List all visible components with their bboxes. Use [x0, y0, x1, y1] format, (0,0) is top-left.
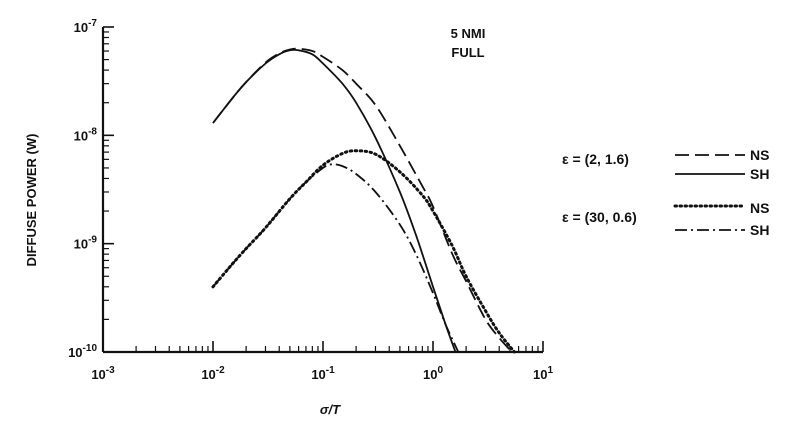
- y-tick-exponent: -9: [88, 235, 97, 246]
- y-tick-label: 10-9: [74, 235, 98, 252]
- x-axis-label: σ/T: [320, 402, 341, 417]
- x-tick-label: 101: [533, 365, 553, 382]
- x-tick-label: 10-2: [201, 365, 225, 382]
- axes: [101, 27, 543, 354]
- x-tick-label: 10-1: [311, 365, 335, 382]
- x-tick-label: 100: [423, 365, 443, 382]
- y-tick-exponent: -8: [88, 126, 97, 137]
- legend-group-label-1: ε = (2, 1.6): [562, 151, 629, 167]
- y-tick-base: 10: [74, 20, 88, 35]
- series-line-dashdot: [212, 163, 460, 353]
- x-tick-label: 10-3: [91, 365, 115, 382]
- y-axis-label: DIFFUSE POWER (W): [24, 134, 39, 267]
- annotation-line-2: FULL: [451, 45, 484, 60]
- ticks: [102, 26, 544, 353]
- x-tick-exponent: 0: [437, 365, 443, 376]
- annotation-line-1: 5 NMI: [451, 26, 486, 41]
- x-tick-base: 10: [423, 367, 437, 382]
- series-group: [211, 47, 516, 354]
- x-tick-base: 10: [91, 367, 105, 382]
- y-tick-label: 10-8: [74, 126, 98, 143]
- y-tick-base: 10: [68, 345, 82, 360]
- legend: ε = (2, 1.6) NS SH ε = (30, 0.6) NS SH: [562, 147, 769, 238]
- legend-entry-sh-2: SH: [750, 222, 769, 238]
- y-tick-exponent: -10: [83, 343, 98, 354]
- x-tick-exponent: -1: [326, 365, 335, 376]
- y-tick-label: 10-7: [74, 18, 98, 35]
- legend-group-label-2: ε = (30, 0.6): [562, 209, 637, 225]
- legend-entry-ns-1: NS: [750, 147, 769, 163]
- y-tick-label: 10-10: [68, 343, 97, 360]
- series-line-solid: [212, 48, 457, 353]
- x-tick-exponent: -2: [216, 365, 225, 376]
- x-tick-base: 10: [311, 367, 325, 382]
- x-tick-exponent: -3: [106, 365, 115, 376]
- legend-entry-ns-2: NS: [750, 200, 769, 216]
- y-tick-base: 10: [74, 237, 88, 252]
- x-tick-base: 10: [533, 367, 547, 382]
- y-tick-exponent: -7: [88, 18, 97, 29]
- legend-entry-sh-1: SH: [750, 166, 769, 182]
- x-tick-exponent: 1: [547, 365, 553, 376]
- x-tick-base: 10: [201, 367, 215, 382]
- series-line-dashed: [212, 47, 513, 353]
- y-tick-base: 10: [74, 128, 88, 143]
